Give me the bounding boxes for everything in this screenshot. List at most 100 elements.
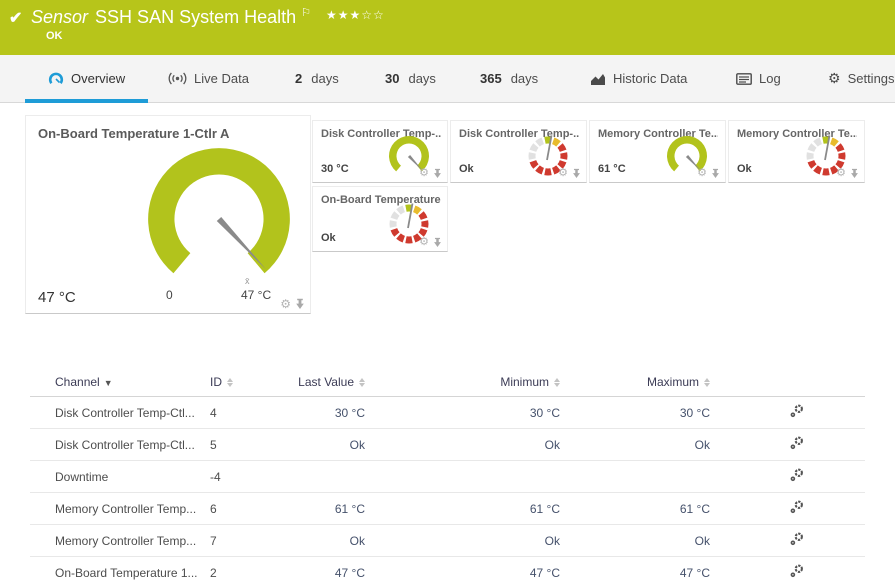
maximum-value: 61 °C [590,492,740,525]
last-value: Ok [290,524,400,557]
table-row: Memory Controller Temp... 7 Ok Ok Ok [30,524,865,557]
channel-settings-icon[interactable] [790,468,804,485]
pin-icon[interactable] [295,298,305,310]
priority-stars[interactable]: ★★★☆☆ [326,8,385,22]
table-row: Disk Controller Temp-Ctl... 5 Ok Ok Ok [30,428,865,461]
table-row: Memory Controller Temp... 6 61 °C 61 °C … [30,492,865,525]
sensor-status-header: ✔ Sensor SSH SAN System Health ⚐ ★★★☆☆ OK [0,0,895,55]
gauge-card-onboard-status: On-Board Temperature... Ok ⚙ [312,186,448,252]
channel-settings-icon[interactable] [790,564,804,581]
pin-icon[interactable] [850,168,859,179]
gauge-value: Ok [737,163,752,175]
channel-name: Disk Controller Temp-Ctl... [30,428,210,461]
pin-icon[interactable] [572,168,581,179]
channel-name: Memory Controller Temp... [30,524,210,557]
tab-log[interactable]: Log [736,55,781,102]
gauge-value: Ok [321,232,336,244]
sort-icon [554,378,560,388]
flag-icon: ⚐ [301,7,311,19]
tab-label: Overview [71,71,126,86]
sort-desc-icon: ▼ [103,378,113,388]
stars-empty: ☆☆ [361,8,385,22]
log-icon [736,72,752,85]
gear-icon[interactable]: ⚙ [280,297,291,311]
gear-icon[interactable]: ⚙ [419,236,429,248]
channel-settings-icon[interactable] [790,404,804,421]
maximum-value: 47 °C [590,556,740,586]
stars-filled: ★★★ [326,8,362,22]
column-header-channel[interactable]: Channel ▼ [30,368,210,397]
card-actions: ⚙ [558,168,581,179]
column-header-id[interactable]: ID [210,368,290,397]
column-header-last-value[interactable]: Last Value [290,368,400,397]
tab-2-days[interactable]: 2 days [295,55,339,102]
tab-365-days[interactable]: 365 days [480,55,538,102]
tab-live-data[interactable]: Live Data [168,55,249,102]
minimum-value: Ok [400,428,590,461]
channel-settings-icon[interactable] [790,532,804,549]
channel-id: 5 [210,428,290,461]
maximum-value: 30 °C [590,396,740,429]
gauge-scale-max: 47 °C [241,288,272,302]
channel-settings-icon[interactable] [790,500,804,517]
pin-icon[interactable] [433,168,442,179]
gear-icon[interactable]: ⚙ [836,167,846,179]
tab-historic-data[interactable]: Historic Data [590,55,687,102]
gear-icon[interactable]: ⚙ [558,167,568,179]
gear-icon: ⚙ [828,70,841,86]
card-actions: ⚙ [836,168,859,179]
minimum-value: Ok [400,524,590,557]
minimum-value: 47 °C [400,556,590,586]
tab-label: Log [759,71,781,86]
radial-gauge [148,148,290,274]
pin-icon[interactable] [711,168,720,179]
tab-label: days [510,71,539,86]
status-badge: OK [46,30,63,42]
last-value: 47 °C [290,556,400,586]
sort-icon [704,378,710,388]
tab-bar: Overview Live Data 2 days 30 days 365 da… [0,55,895,103]
maximum-value: Ok [590,524,740,557]
maximum-value: Ok [590,428,740,461]
maximum-value [590,460,740,493]
gauge-card-disk-temp: Disk Controller Temp-... 30 °C ⚙ [312,120,448,183]
gauge-icon [48,72,64,84]
object-kind-label: Sensor [31,7,89,27]
gauge-card-memory-status: Memory Controller Te... Ok ⚙ [728,120,865,183]
card-actions: ⚙ [419,237,442,248]
gauge-value: Ok [459,163,474,175]
tab-number: 365 [480,71,502,86]
channel-name: Disk Controller Temp-Ctl... [30,396,210,429]
sensor-title-line: Sensor SSH SAN System Health ⚐ [31,6,311,28]
table-row: Downtime -4 [30,460,865,493]
chart-icon [591,73,605,85]
channel-name: Downtime [30,460,210,493]
card-actions: ⚙ [419,168,442,179]
channel-settings-icon[interactable] [790,436,804,453]
column-header-minimum[interactable]: Minimum [400,368,590,397]
gauge-scale-min: 0 [166,288,173,302]
pin-icon[interactable] [433,237,442,248]
gear-icon[interactable]: ⚙ [697,167,707,179]
gauge-card-disk-status: Disk Controller Temp-... Ok ⚙ [450,120,587,183]
column-header-maximum[interactable]: Maximum [590,368,740,397]
tab-label: days [408,71,436,86]
gauge-value: 47 °C [38,289,76,306]
tab-30-days[interactable]: 30 days [385,55,436,102]
tab-settings[interactable]: ⚙ Settings [828,55,895,102]
table-row: On-Board Temperature 1... 2 47 °C 47 °C … [30,556,865,586]
last-value: 61 °C [290,492,400,525]
ok-check-icon: ✔ [9,10,23,27]
minimum-value: 61 °C [400,492,590,525]
gear-icon[interactable]: ⚙ [419,167,429,179]
average-marker: x̄ [245,276,250,286]
gauge-card-primary: On-Board Temperature 1-Ctlr A x̄ 47 °C 0… [25,115,311,314]
channel-name: Memory Controller Temp... [30,492,210,525]
minimum-value [400,460,590,493]
gauge-title: On-Board Temperature 1-Ctlr A [38,126,230,141]
channel-name: On-Board Temperature 1... [30,556,210,586]
active-tab-indicator [25,99,148,103]
table-header-row: Channel ▼ ID Last Value Minimum Maximum [30,368,865,397]
tab-overview[interactable]: Overview [48,55,125,102]
